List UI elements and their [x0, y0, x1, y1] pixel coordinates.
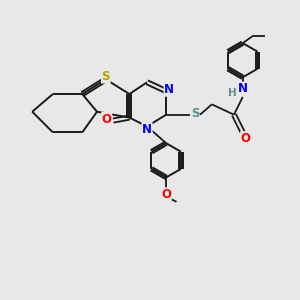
Text: O: O — [102, 112, 112, 126]
Text: S: S — [102, 70, 110, 83]
Text: N: N — [142, 123, 152, 136]
Text: S: S — [191, 107, 199, 120]
Text: O: O — [161, 188, 171, 201]
Text: H: H — [228, 88, 237, 98]
Text: N: N — [164, 83, 174, 96]
Text: O: O — [241, 132, 251, 145]
Text: N: N — [238, 82, 248, 95]
